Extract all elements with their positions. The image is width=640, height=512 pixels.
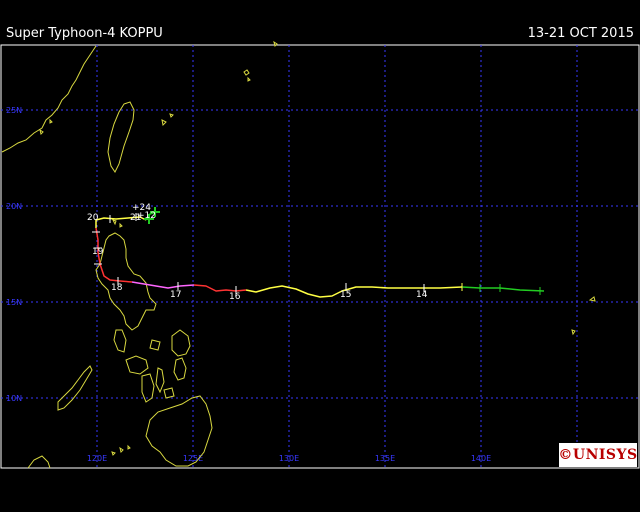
lat-label-10n: 10N (6, 394, 22, 403)
day-label-17: 17 (170, 290, 181, 300)
unisys-logo: ©UNISYS (558, 443, 638, 467)
cebu (155, 367, 165, 394)
leyte (173, 357, 187, 381)
palawan (57, 365, 93, 411)
babuyan-islands (112, 219, 123, 228)
china-coast (1, 45, 97, 153)
date-range: 13-21 OCT 2015 (527, 26, 634, 41)
track-depression-start (461, 286, 545, 292)
borneo-tip (27, 455, 51, 469)
lat-label-15n: 15N (6, 298, 22, 307)
coastlines (1, 40, 596, 469)
negros (141, 373, 155, 403)
forecast-label-12: +12 (137, 211, 156, 221)
marianas-islands (571, 296, 596, 336)
ryukyu-islands (161, 40, 278, 127)
taiwan (107, 101, 135, 173)
day-label-18: 18 (111, 283, 123, 293)
lon-label-130e: 130E (279, 454, 299, 463)
track-typhoon-cat4 (131, 281, 195, 289)
forecast-label-24: +24 (132, 203, 151, 213)
lat-label-25n: 25N (6, 106, 22, 115)
day-label-19: 19 (92, 247, 104, 257)
lon-label-125e: 125E (183, 454, 203, 463)
day-label-21: 21 (130, 213, 141, 223)
lon-label-120e: 120E (87, 454, 107, 463)
masbate (149, 339, 161, 351)
track-typhoon-cat1 (193, 284, 247, 292)
track-storm-east (245, 285, 463, 298)
lon-label-135e: 135E (375, 454, 395, 463)
lat-label-20n: 20N (6, 202, 22, 211)
samar (171, 329, 191, 357)
forecast-markers (144, 207, 160, 224)
china-islands (39, 118, 53, 135)
lon-label-140e: 140E (471, 454, 491, 463)
map-title: Super Typhoon-4 KOPPU (6, 26, 163, 41)
day-label-15: 15 (340, 290, 351, 300)
day-label-20: 20 (87, 213, 99, 223)
storm-track (95, 211, 545, 298)
luzon (95, 232, 157, 331)
day-label-16: 16 (229, 292, 241, 302)
header: Super Typhoon-4 KOPPU 13-21 OCT 2015 (0, 0, 640, 44)
bohol (163, 387, 175, 399)
day-label-14: 14 (416, 290, 428, 300)
track-storm-north (95, 216, 147, 228)
mindoro (113, 329, 127, 353)
lon-grid-lines (96, 45, 578, 468)
lat-grid-lines (1, 109, 639, 399)
map-frame (0, 44, 640, 469)
mindanao (145, 395, 213, 467)
unisys-logo-text: ©UNISYS (558, 447, 638, 463)
panay (125, 355, 149, 375)
position-ticks (92, 213, 541, 295)
sulu-islands (111, 444, 131, 456)
